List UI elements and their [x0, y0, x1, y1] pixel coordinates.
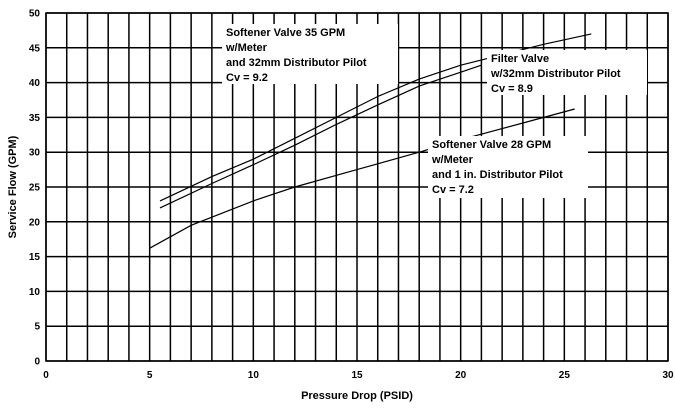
x-tick-label: 15 — [351, 370, 363, 381]
tick-labels: 0 5 10 15 20 25 30 0 5 10 15 20 25 30 35 40 45 50 — [29, 9, 674, 382]
annotation-line: w/32mm Distributor Pilot — [490, 68, 621, 80]
annotation-filter: Filter Valve w/32mm Distributor Pilot Cv =… — [487, 50, 647, 95]
y-tick-label: 40 — [29, 78, 41, 89]
annotation-line: Softener Valve 35 GPM — [226, 27, 345, 39]
annotation-line: and 1 in. Distributor Pilot — [432, 169, 563, 181]
x-tick-label: 0 — [43, 370, 49, 381]
annotation-line: Cv = 8.9 — [491, 83, 533, 95]
y-tick-label: 30 — [29, 148, 41, 159]
annotation-line: Cv = 7.2 — [432, 184, 474, 196]
y-tick-label: 20 — [29, 217, 41, 228]
x-tick-label: 30 — [662, 370, 674, 381]
series-line-filter — [159, 64, 482, 209]
y-axis-title: Service Flow (GPM) — [7, 135, 19, 238]
x-tick-label: 20 — [455, 370, 467, 381]
annotation-line: Cv = 9.2 — [226, 72, 268, 84]
y-tick-label: 25 — [29, 183, 41, 194]
y-tick-label: 0 — [34, 357, 40, 368]
y-tick-label: 50 — [29, 9, 41, 20]
annotations: Softener Valve 35 GPM w/Meter and 32mm Dis… — [222, 24, 647, 198]
x-axis-title: Pressure Drop (PSID) — [301, 390, 413, 402]
annotation-line: Softener Valve 28 GPM — [432, 139, 551, 151]
y-tick-label: 10 — [29, 287, 41, 298]
x-tick-label: 25 — [559, 370, 571, 381]
plot-frame — [45, 12, 669, 362]
annotation-softener28: Softener Valve 28 GPM w/Meter and 1 in. Di… — [428, 136, 588, 198]
annotation-background — [222, 24, 398, 84]
annotation-softener35: Softener Valve 35 GPM w/Meter and 32mm Dis… — [222, 24, 398, 84]
y-tick-label: 45 — [29, 43, 41, 54]
y-tick-label: 5 — [34, 322, 40, 333]
y-tick-label: 15 — [29, 252, 41, 263]
annotation-line: Filter Valve — [491, 53, 549, 65]
annotation-line: w/Meter — [225, 42, 268, 54]
annotation-line: w/Meter — [431, 154, 474, 166]
y-tick-label: 35 — [29, 113, 41, 124]
annotation-background — [428, 136, 588, 198]
series-line-softener-28 — [149, 108, 575, 249]
x-tick-label: 10 — [248, 370, 260, 381]
x-tick-label: 5 — [147, 370, 153, 381]
annotation-line: and 32mm Distributor Pilot — [226, 57, 367, 69]
annotation-background — [487, 50, 647, 95]
